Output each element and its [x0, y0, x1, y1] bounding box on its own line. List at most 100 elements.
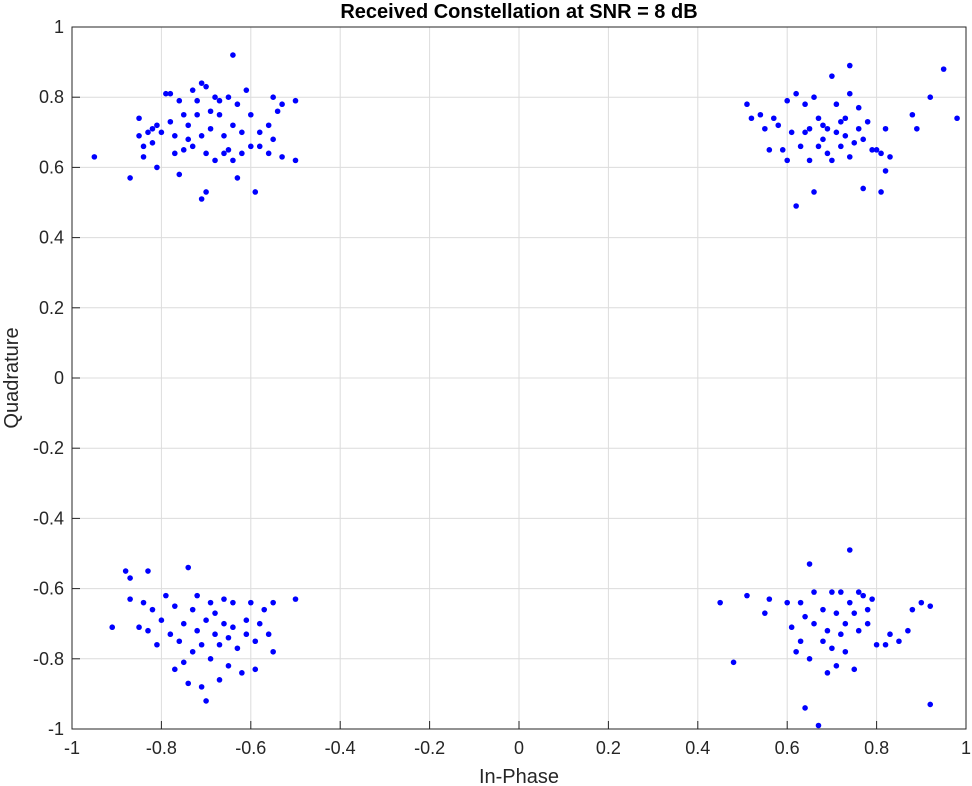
data-point: [230, 624, 236, 631]
data-point: [292, 97, 299, 104]
data-point: [824, 627, 831, 634]
data-point: [145, 568, 151, 574]
data-point: [846, 599, 853, 606]
data-point: [248, 599, 254, 606]
data-point: [802, 613, 808, 620]
data-point: [230, 52, 236, 58]
data-point: [221, 620, 227, 627]
data-point: [158, 617, 165, 623]
data-point: [203, 189, 209, 195]
data-point: [163, 592, 169, 599]
data-point: [887, 631, 893, 638]
data-point: [815, 115, 822, 122]
data-point: [873, 641, 880, 648]
data-point: [842, 648, 849, 655]
x-tick-label: -0.4: [325, 738, 356, 758]
data-point: [860, 136, 866, 143]
data-point: [851, 666, 858, 673]
data-point: [793, 90, 799, 97]
data-point: [820, 136, 826, 143]
data-point: [869, 596, 875, 602]
data-point: [896, 638, 902, 645]
data-point: [887, 154, 893, 160]
x-tick-label: -1: [64, 738, 80, 758]
data-point: [216, 111, 223, 118]
data-point: [225, 634, 232, 641]
data-point: [797, 638, 804, 645]
y-tick-label: 0: [54, 368, 64, 388]
data-point: [846, 62, 853, 69]
data-point: [145, 627, 151, 634]
data-point: [154, 164, 160, 171]
data-point: [216, 97, 223, 104]
data-point: [855, 125, 862, 132]
data-point: [203, 617, 209, 623]
y-tick-label: -0.4: [33, 508, 64, 528]
data-point: [748, 115, 755, 122]
data-point: [824, 150, 831, 157]
data-point: [270, 648, 276, 655]
data-point: [855, 627, 862, 634]
data-point: [198, 684, 205, 690]
y-tick-label: 0.2: [39, 298, 64, 318]
data-point: [172, 133, 178, 139]
data-point: [176, 638, 183, 645]
data-point: [806, 656, 813, 662]
data-point: [927, 701, 934, 708]
data-point: [154, 122, 160, 129]
data-point: [180, 147, 187, 153]
data-point: [766, 596, 773, 602]
data-point: [207, 108, 214, 115]
data-point: [212, 94, 218, 100]
data-point: [829, 589, 835, 595]
data-point: [855, 104, 862, 111]
data-point: [779, 147, 786, 153]
data-point: [216, 641, 223, 648]
data-point: [203, 150, 209, 157]
data-point: [815, 143, 822, 150]
data-point: [185, 136, 192, 143]
x-tick-label: 0.6: [775, 738, 800, 758]
x-tick-label: -0.8: [146, 738, 177, 758]
data-point: [270, 94, 276, 100]
data-point: [918, 599, 925, 606]
x-tick-label: 1: [961, 738, 971, 758]
data-point: [194, 97, 200, 104]
data-point: [127, 175, 133, 181]
data-point: [234, 175, 241, 181]
data-point: [145, 129, 151, 136]
data-point: [234, 101, 241, 108]
data-point: [838, 143, 844, 150]
data-point: [207, 599, 214, 606]
x-tick-label: 0.2: [596, 738, 621, 758]
data-point: [136, 624, 142, 631]
data-point: [878, 150, 884, 157]
data-point: [811, 189, 817, 195]
x-tick-label: -0.6: [235, 738, 266, 758]
data-point: [221, 133, 227, 139]
grid-lines: [72, 27, 966, 729]
data-point: [292, 157, 299, 164]
data-point: [176, 171, 183, 178]
data-point: [261, 606, 268, 613]
data-point: [811, 620, 817, 627]
x-axis-label: In-Phase: [479, 766, 559, 786]
data-point: [176, 97, 183, 104]
y-tick-label: 0.6: [39, 157, 64, 177]
data-point: [127, 596, 133, 602]
data-point: [730, 659, 737, 666]
x-tick-label: 0.4: [685, 738, 710, 758]
y-tick-label: -1: [48, 719, 64, 739]
data-point: [230, 157, 236, 164]
data-point: [717, 599, 723, 606]
data-point: [927, 94, 934, 100]
data-point: [167, 118, 174, 125]
data-point: [167, 90, 174, 97]
data-point: [239, 129, 245, 136]
data-point: [757, 111, 764, 118]
data-point: [882, 125, 889, 132]
data-point: [185, 680, 192, 687]
data-point: [869, 147, 875, 153]
data-point: [194, 592, 200, 599]
